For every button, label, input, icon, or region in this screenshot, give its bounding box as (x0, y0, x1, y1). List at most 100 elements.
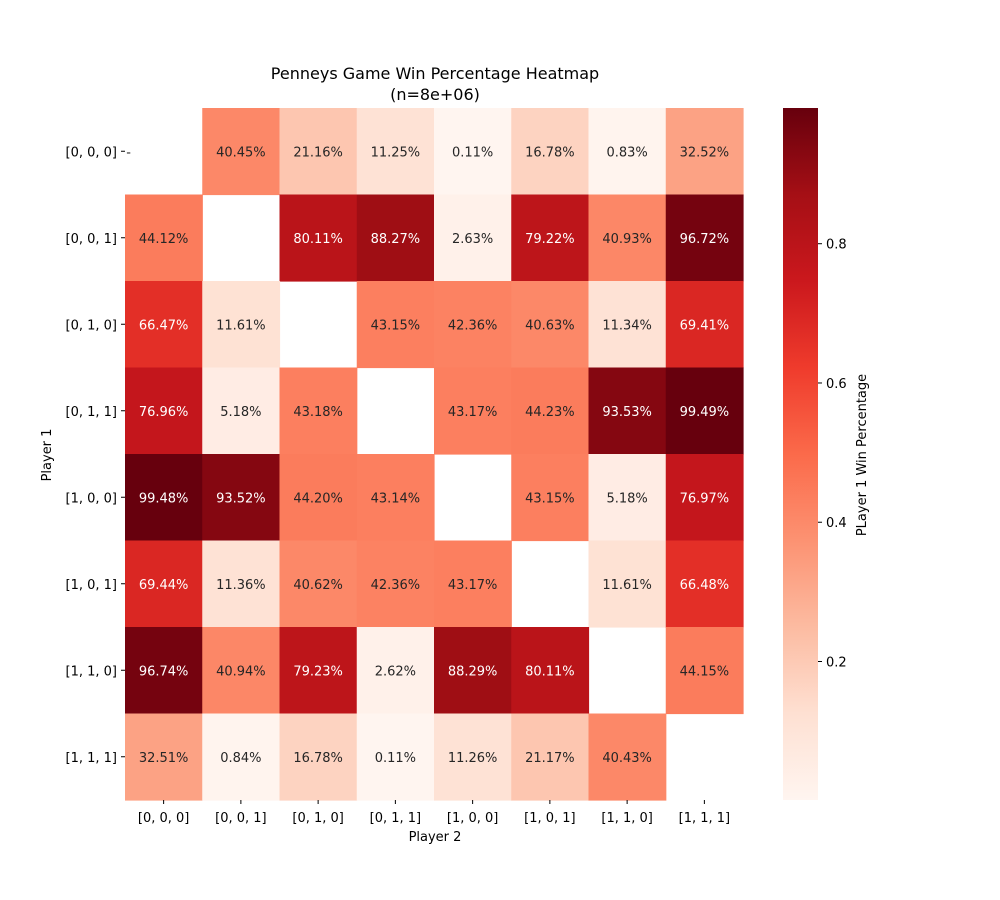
cell-annotation: 66.47% (139, 318, 189, 333)
cell-annotation: 99.49% (680, 405, 730, 420)
cell-annotation: 43.15% (525, 491, 575, 506)
heatmap-cell (434, 540, 512, 628)
cell-annotation: 5.18% (606, 491, 647, 506)
y-tick-label: [1, 0, 0] (66, 491, 118, 506)
y-tick-label: [1, 1, 0] (66, 664, 118, 679)
x-tick-label: [1, 1, 0] (601, 811, 653, 826)
x-tick-label: [0, 1, 1] (370, 811, 422, 826)
cell-annotation: 16.78% (293, 751, 343, 766)
heatmap-cell (125, 454, 203, 542)
heatmap-cell (202, 367, 281, 455)
cell-annotation: 0.11% (375, 751, 416, 766)
cell-annotation: 43.14% (371, 491, 421, 506)
heatmap-cell (665, 108, 744, 196)
cell-annotation: 79.23% (293, 664, 343, 679)
cell-annotation: 11.61% (216, 318, 266, 333)
cell-annotation: 40.63% (525, 318, 575, 333)
cell-annotation: 40.93% (602, 232, 652, 247)
cell-annotation: 2.63% (452, 232, 493, 247)
cell-annotation: 11.61% (602, 578, 652, 593)
heatmap-cell (279, 367, 358, 455)
cell-annotation: 21.17% (525, 751, 575, 766)
heatmap-cell (665, 194, 744, 282)
cell-annotation: 44.12% (139, 232, 189, 247)
heatmap-cell (511, 713, 590, 801)
heatmap-cell (434, 367, 512, 455)
colorbar-tick-label: 0.4 (826, 516, 847, 531)
cell-annotation: 11.26% (448, 751, 498, 766)
cell-annotation: 32.52% (680, 145, 730, 160)
y-tick-label: [0, 1, 0] (66, 318, 118, 333)
cell-annotation: 69.44% (139, 578, 189, 593)
heatmap-cell (665, 367, 744, 455)
cell-annotation: 40.45% (216, 145, 266, 160)
cell-annotation: 93.53% (602, 405, 652, 420)
cell-annotation: 11.36% (216, 578, 266, 593)
heatmap-cell (125, 540, 203, 628)
cell-annotation: 43.15% (371, 318, 421, 333)
chart-title: Penneys Game Win Percentage Heatmap (271, 64, 599, 83)
cell-annotation: 79.22% (525, 232, 575, 247)
cell-annotation: 0.11% (452, 145, 493, 160)
heatmap-cells: - 40.45% 21.16% 11.25% 0.11% 16.78% 0.83% 32.52… (125, 108, 744, 801)
cell-annotation: 69.41% (680, 318, 730, 333)
x-tick-label: [1, 0, 0] (447, 811, 499, 826)
cell-annotation: 40.94% (216, 664, 266, 679)
cell-annotation: 99.48% (139, 491, 189, 506)
heatmap-cell (202, 281, 281, 369)
heatmap-cell (588, 367, 667, 455)
cell-annotation: 44.23% (525, 405, 575, 420)
cell-annotation: 0.83% (606, 145, 647, 160)
heatmap-cell (356, 627, 435, 715)
heatmap-cell (279, 194, 358, 282)
heatmap-cell (511, 454, 590, 542)
cell-annotation: 11.34% (602, 318, 652, 333)
heatmap-cell (665, 281, 744, 369)
heatmap-cell (511, 367, 590, 455)
heatmap-cell (434, 713, 512, 801)
y-tick-label: [1, 0, 1] (66, 578, 118, 593)
heatmap-cell (588, 108, 667, 196)
heatmap-cell (202, 540, 281, 628)
y-tick-label: [0, 1, 1] (66, 405, 118, 420)
cell-annotation: 43.17% (448, 405, 498, 420)
cell-annotation: 0.84% (220, 751, 261, 766)
cell-annotation: 93.52% (216, 491, 266, 506)
heatmap-cell (356, 713, 435, 801)
y-tick-label: [1, 1, 1] (66, 751, 118, 766)
heatmap-cell (279, 540, 358, 628)
heatmap-cell (125, 194, 203, 282)
colorbar (783, 108, 818, 800)
cell-annotation: 5.18% (220, 405, 261, 420)
heatmap-cell (356, 281, 435, 369)
heatmap-cell (202, 108, 281, 196)
x-tick-label: [1, 0, 1] (524, 811, 576, 826)
cell-annotation: 80.11% (525, 664, 575, 679)
x-tick-label: [1, 1, 1] (679, 811, 731, 826)
heatmap-cell (665, 627, 744, 715)
y-axis-label: Player 1 (40, 429, 55, 482)
heatmap-cell (588, 713, 667, 801)
cell-annotation: 21.16% (293, 145, 343, 160)
heatmap-cell (588, 540, 667, 628)
y-axis-ticks: [0, 0, 0] [0, 0, 1] [0, 1, 0] [0, 1, 1] [1, … (66, 145, 125, 766)
heatmap-cell (511, 194, 590, 282)
heatmap-cell (356, 454, 435, 542)
cell-annotation: 96.72% (680, 232, 730, 247)
cell-annotation: 11.25% (371, 145, 421, 160)
heatmap-cell (588, 281, 667, 369)
heatmap-cell (279, 713, 358, 801)
x-tick-label: [0, 0, 1] (215, 811, 267, 826)
cell-annotation: 43.17% (448, 578, 498, 593)
cell-annotation: 32.51% (139, 751, 189, 766)
heatmap-cell (125, 367, 203, 455)
heatmap-cell (356, 540, 435, 628)
cell-annotation: 76.96% (139, 405, 189, 420)
heatmap-cell (279, 627, 358, 715)
cell-annotation: 66.48% (680, 578, 730, 593)
heatmap-cell (511, 627, 590, 715)
colorbar-tick-label: 0.2 (826, 656, 847, 671)
x-axis-ticks: [0, 0, 0] [0, 0, 1] [0, 1, 0] [0, 1, 1] [1, … (138, 800, 730, 826)
x-tick-label: [0, 0, 0] (138, 811, 190, 826)
